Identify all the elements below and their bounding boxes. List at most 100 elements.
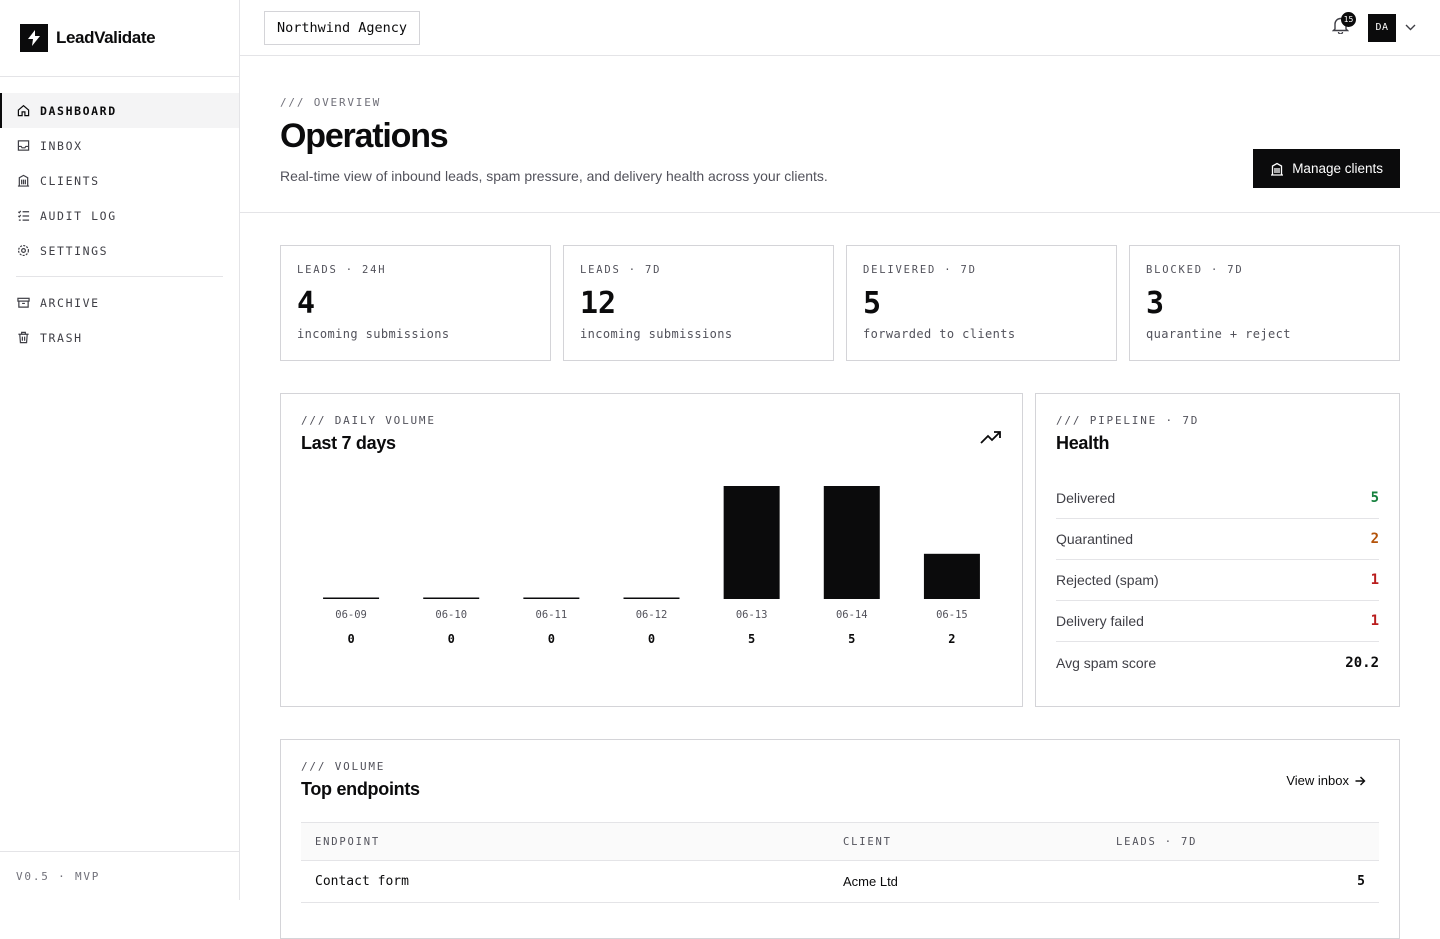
- stat-value: 5: [863, 286, 882, 321]
- table-row[interactable]: Contact form Acme Ltd 5: [301, 860, 1379, 903]
- chart-bar: [923, 553, 980, 599]
- stat-card-leads-24h: LEADS · 24H 4 incoming submissions: [280, 245, 551, 361]
- notifications-button[interactable]: 15: [1328, 11, 1356, 40]
- page-subtitle: Real-time view of inbound leads, spam pr…: [280, 168, 828, 184]
- view-inbox-link[interactable]: View inbox: [1286, 773, 1367, 788]
- column-header-client[interactable]: CLIENT: [829, 822, 1102, 861]
- chart-value-label: 0: [347, 632, 354, 646]
- chart-bar: [623, 597, 680, 599]
- panel-eyebrow: /// PIPELINE · 7D: [1056, 414, 1200, 427]
- sidebar-item-clients[interactable]: CLIENTS: [0, 163, 239, 198]
- stat-label: LEADS · 7D: [580, 264, 662, 276]
- sidebar-item-dashboard[interactable]: DASHBOARD: [0, 93, 239, 128]
- health-row-delivery-failed: Delivery failed 1: [1056, 601, 1379, 642]
- topbar: Northwind Agency 15 DA: [240, 0, 1440, 56]
- avatar[interactable]: DA: [1368, 13, 1396, 42]
- pipeline-health-panel: /// PIPELINE · 7D Health Delivered 5 Qua…: [1035, 393, 1400, 707]
- sidebar-item-settings[interactable]: SETTINGS: [0, 233, 239, 268]
- manage-clients-button[interactable]: Manage clients: [1253, 149, 1400, 188]
- building-icon: [16, 174, 30, 188]
- sidebar-item-label: CLIENTS: [40, 173, 100, 188]
- stat-label: LEADS · 24H: [297, 264, 387, 276]
- brand-name: LeadValidate: [56, 28, 156, 47]
- page-header: /// OVERVIEW Operations Real-time view o…: [240, 56, 1440, 213]
- sidebar-item-audit-log[interactable]: AUDIT LOG: [0, 198, 239, 233]
- panel-title: Top endpoints: [301, 779, 420, 799]
- arrow-right-icon: [1355, 775, 1367, 787]
- chart-bar: [823, 486, 880, 599]
- endpoint-cell: Contact form: [301, 860, 829, 903]
- sidebar: LeadValidate DASHBOARD INBOX CLIENTS AUD…: [0, 0, 240, 900]
- list-check-icon: [16, 209, 30, 223]
- health-label: Quarantined: [1056, 531, 1134, 547]
- sidebar-item-trash[interactable]: TRASH: [0, 320, 239, 355]
- chart-bar: [423, 597, 480, 599]
- stat-label: DELIVERED · 7D: [863, 264, 977, 276]
- health-label: Delivered: [1056, 490, 1116, 506]
- panel-title: Health: [1056, 433, 1110, 453]
- page-eyebrow: /// OVERVIEW: [280, 96, 382, 109]
- stat-value: 3: [1146, 286, 1165, 321]
- stat-label: BLOCKED · 7D: [1146, 264, 1244, 276]
- chart-category-label: 06-13: [736, 609, 768, 621]
- sidebar-item-label: TRASH: [40, 330, 83, 345]
- chart-bar: [323, 597, 380, 599]
- stat-value: 4: [297, 286, 316, 321]
- stat-description: incoming submissions: [580, 327, 733, 341]
- panel-eyebrow: /// VOLUME: [301, 760, 386, 773]
- bolt-icon: [20, 24, 48, 52]
- chart-category-label: 06-10: [435, 609, 467, 621]
- stat-card-leads-7d: LEADS · 7D 12 incoming submissions: [563, 245, 834, 361]
- health-row-avg-spam-score: Avg spam score 20.2: [1056, 642, 1379, 683]
- chevron-down-icon[interactable]: [1404, 22, 1416, 34]
- page-title: Operations: [280, 117, 449, 155]
- stat-card-blocked-7d: BLOCKED · 7D 3 quarantine + reject: [1129, 245, 1400, 361]
- daily-volume-panel: 06-09 0 06-10 0 06-11 0 06-12 0 06-13 5 06-14 5 06-1…: [280, 393, 1023, 707]
- health-value: 2: [1370, 531, 1379, 547]
- home-icon: [16, 104, 30, 118]
- brand[interactable]: LeadValidate: [0, 0, 239, 77]
- sidebar-nav: DASHBOARD INBOX CLIENTS AUDIT LOG SETTIN…: [0, 77, 239, 355]
- panel-title: Last 7 days: [301, 433, 396, 453]
- table-header-row: ENDPOINT CLIENT LEADS · 7D: [301, 822, 1379, 861]
- health-row-rejected: Rejected (spam) 1: [1056, 560, 1379, 601]
- version-label: V0.5 · MVP: [0, 851, 239, 900]
- manage-clients-label: Manage clients: [1292, 161, 1383, 176]
- chart-category-label: 06-14: [836, 609, 868, 621]
- inbox-icon: [16, 139, 30, 153]
- view-inbox-label: View inbox: [1286, 773, 1349, 788]
- daily-volume-chart: 06-09 0 06-10 0 06-11 0 06-12 0 06-13 5 06-14 5 06-1…: [323, 486, 980, 646]
- archive-icon: [16, 296, 30, 310]
- column-header-endpoint[interactable]: ENDPOINT: [301, 822, 829, 861]
- leads-cell: 5: [1102, 860, 1379, 903]
- client-cell: Acme Ltd: [829, 860, 1102, 903]
- building-icon: [1270, 162, 1284, 176]
- sidebar-divider: [16, 276, 223, 277]
- chart-bar: [523, 597, 580, 599]
- stat-value: 12: [580, 286, 617, 321]
- sidebar-item-label: DASHBOARD: [40, 103, 117, 118]
- column-header-leads[interactable]: LEADS · 7D: [1102, 822, 1379, 861]
- sidebar-item-label: AUDIT LOG: [40, 208, 117, 223]
- chart-value-label: 0: [648, 632, 655, 646]
- trash-icon: [16, 331, 30, 345]
- chart-category-label: 06-12: [636, 609, 668, 621]
- notification-count-badge: 15: [1341, 11, 1356, 27]
- org-switcher[interactable]: Northwind Agency: [264, 10, 421, 45]
- stat-card-delivered-7d: DELIVERED · 7D 5 forwarded to clients: [846, 245, 1117, 361]
- health-row-quarantined: Quarantined 2: [1056, 519, 1379, 560]
- health-value: 20.2: [1345, 654, 1379, 671]
- sidebar-item-archive[interactable]: ARCHIVE: [0, 285, 239, 320]
- health-value: 5: [1370, 490, 1379, 506]
- sidebar-item-label: INBOX: [40, 138, 83, 153]
- chart-value-label: 2: [948, 632, 955, 646]
- chart-category-label: 06-15: [936, 609, 968, 621]
- stat-description: forwarded to clients: [863, 327, 1016, 341]
- sidebar-item-inbox[interactable]: INBOX: [0, 128, 239, 163]
- chart-bar: [723, 486, 780, 599]
- health-label: Avg spam score: [1056, 654, 1157, 671]
- health-label: Delivery failed: [1056, 613, 1144, 629]
- sidebar-item-label: ARCHIVE: [40, 295, 100, 310]
- chart-value-label: 5: [848, 632, 855, 646]
- health-list: Delivered 5 Quarantined 2 Rejected (spam…: [1056, 478, 1379, 683]
